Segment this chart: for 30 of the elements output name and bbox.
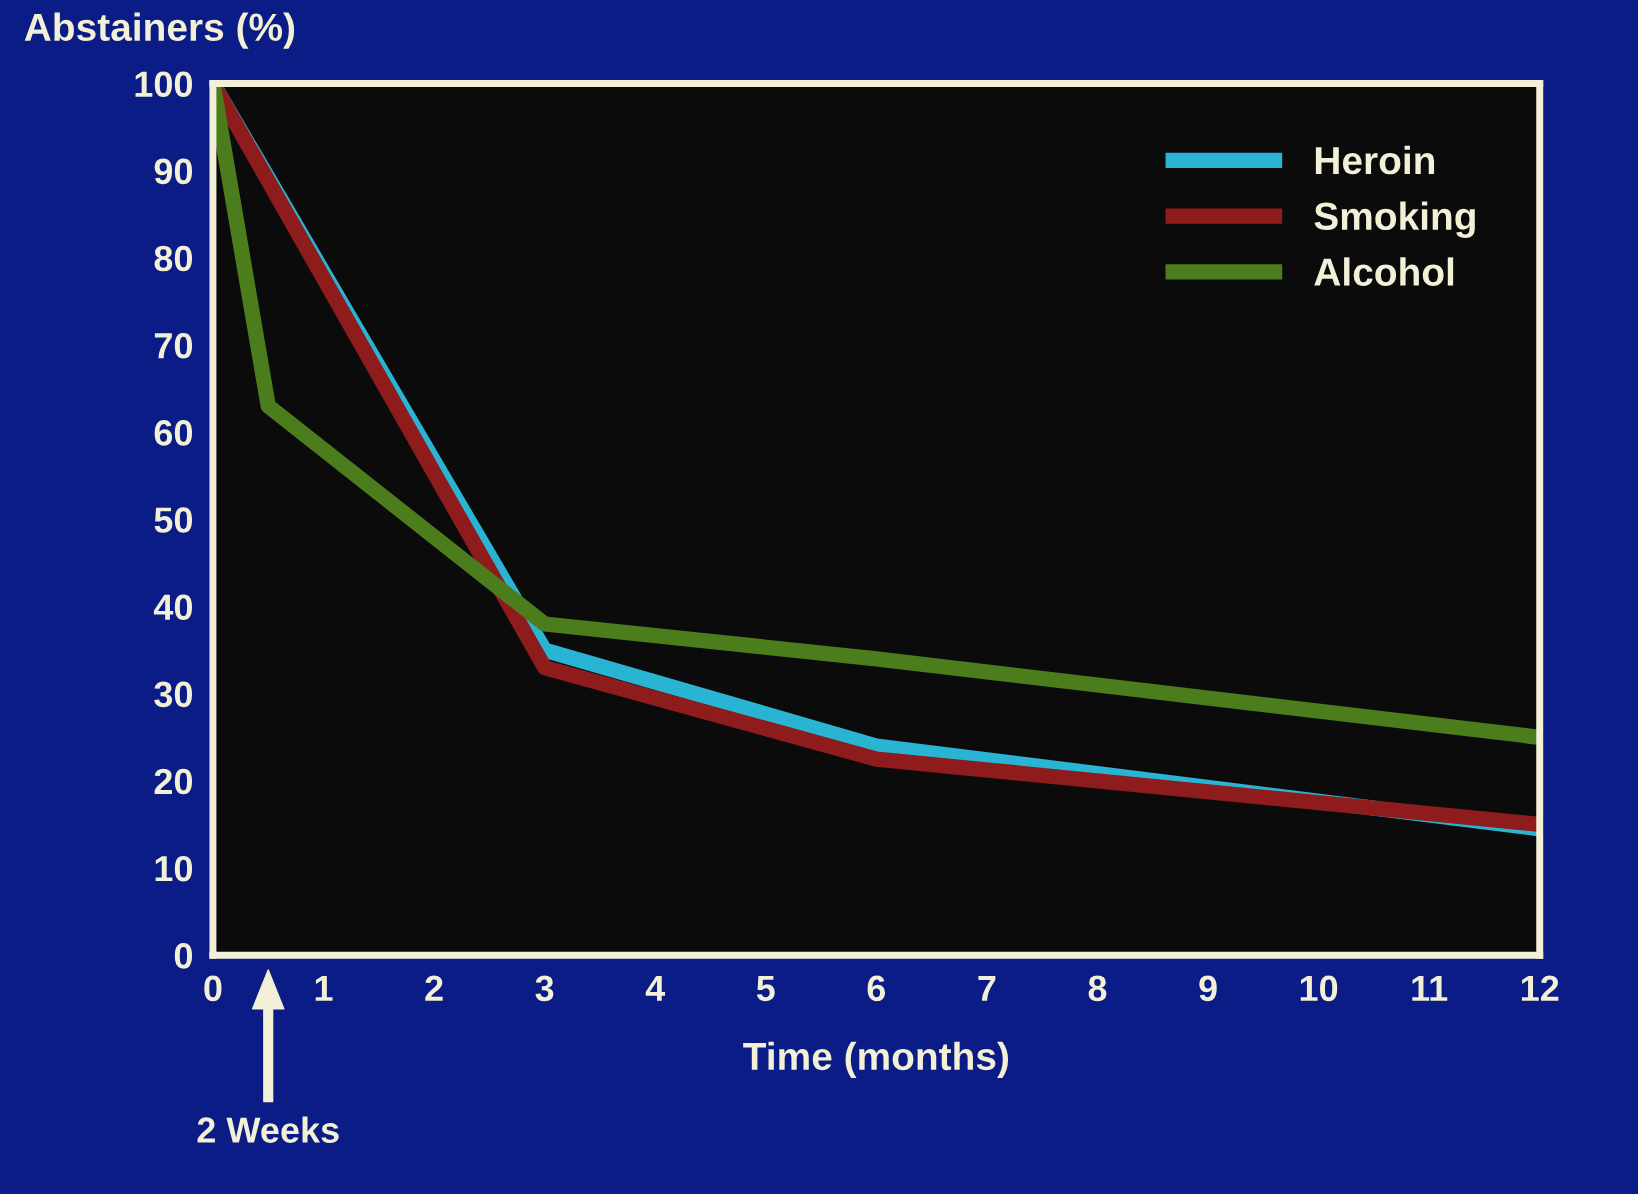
x-tick-label: 10 bbox=[1300, 975, 1338, 1002]
x-tick-label: 3 bbox=[535, 975, 554, 1002]
legend-label: Alcohol bbox=[1314, 257, 1454, 286]
y-tick-label: 20 bbox=[154, 768, 193, 795]
y-tick-label: 40 bbox=[153, 594, 193, 620]
y-axis-title: Abstainers (%) bbox=[24, 12, 295, 49]
y-tick-label: 0 bbox=[174, 943, 193, 969]
y-tick-label: 10 bbox=[155, 855, 193, 882]
y-tick-label: 70 bbox=[154, 332, 193, 359]
text: 2 Weeks bbox=[197, 1116, 339, 1143]
x-tick-label: 2 bbox=[425, 975, 443, 1001]
x-tick-label: 11 bbox=[1412, 975, 1448, 1001]
x-tick-label: 5 bbox=[756, 975, 775, 1002]
y-tick-label: 60 bbox=[154, 420, 193, 446]
x-tick-label: 8 bbox=[1088, 975, 1107, 1002]
x-tick-label: 1 bbox=[315, 975, 333, 1001]
x-tick-label: 0 bbox=[204, 975, 222, 1002]
y-tick-label: 50 bbox=[154, 507, 193, 533]
x-tick-label: 9 bbox=[1199, 975, 1217, 1002]
legend-label: Heroin bbox=[1315, 145, 1435, 175]
y-tick-label: 100 bbox=[135, 71, 193, 98]
x-axis-title: Time (months) bbox=[743, 1041, 1009, 1078]
x-tick-label: 4 bbox=[645, 975, 666, 1001]
y-tick-label: 90 bbox=[154, 158, 193, 185]
x-tick-label: 6 bbox=[867, 975, 886, 1002]
y-tick-label: 80 bbox=[154, 245, 193, 272]
x-tick-label: 12 bbox=[1521, 975, 1559, 1001]
x-tick-label: 7 bbox=[978, 975, 996, 1001]
legend-label: Smoking bbox=[1314, 201, 1475, 238]
y-tick-label: 30 bbox=[154, 681, 193, 708]
